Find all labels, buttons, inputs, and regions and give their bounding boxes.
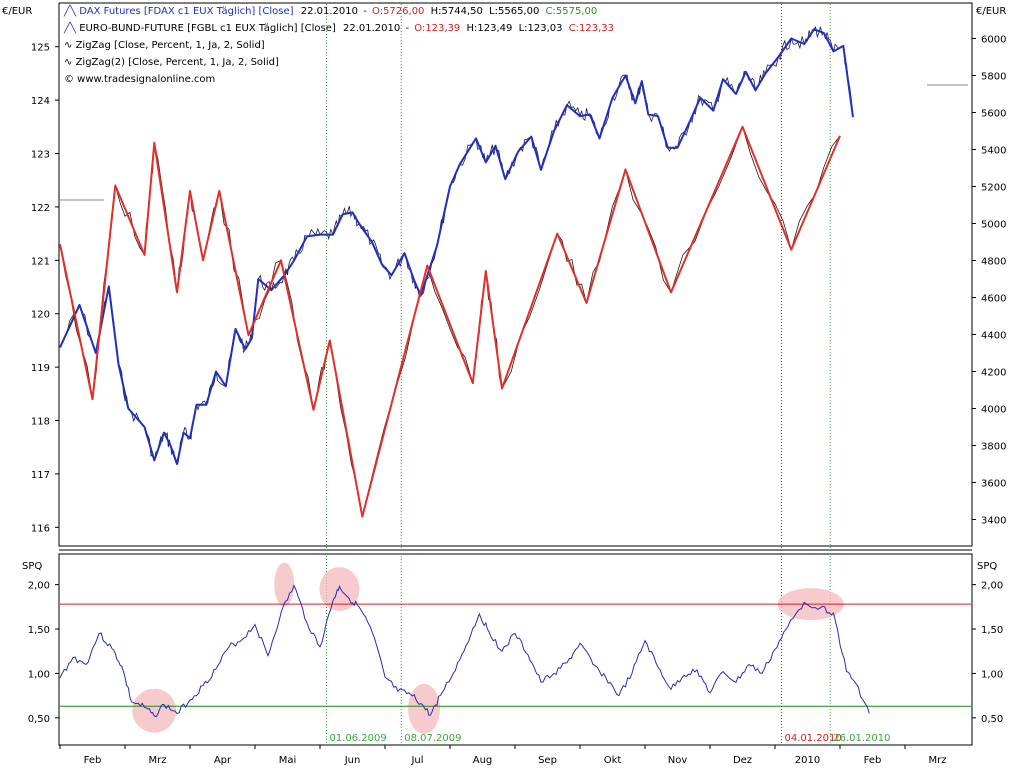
- left-axis-tick-label: 125: [31, 43, 50, 54]
- highlight-ellipse: [408, 683, 440, 734]
- series-layer: [59, 25, 870, 718]
- legend-copyright: © www.tradesignalonline.com: [64, 74, 215, 85]
- dax-zigzag-line: [59, 28, 854, 465]
- spq-right-tick-label: 1,00: [981, 669, 1003, 680]
- right-axis-tick-label: 3800: [981, 442, 1006, 453]
- legend-zigzag-2: ∿ ZigZag(2) [Close, Percent, 1, Ja, 2, S…: [64, 57, 279, 68]
- spq-right-tick-label: 2,00: [981, 581, 1003, 592]
- left-axis-tick-label: 118: [31, 417, 50, 428]
- legend-zigzag-1-name: ZigZag [Close, Percent, 1, Ja, 2, Solid]: [76, 40, 265, 51]
- left-axis-tick-label: 119: [31, 363, 50, 374]
- left-axis-tick-label: 117: [31, 470, 50, 481]
- spq-right-title: SPQ: [977, 561, 997, 572]
- left-axis-tick-label: 121: [31, 256, 50, 267]
- date-marker-label: 04.01.2010: [785, 733, 842, 744]
- right-axis-tick-label: 4000: [981, 405, 1006, 416]
- spq-left-tick-label: 2,00: [28, 581, 50, 592]
- date-marker-label: 01.06.2009: [330, 733, 387, 744]
- x-axis-month-label: 2010: [795, 755, 820, 766]
- legend-bund-icon: ╱╲: [63, 21, 77, 34]
- legend-bund-date: 22.01.2010: [343, 23, 400, 34]
- legend-zigzag-2-icon: ∿: [64, 57, 72, 68]
- right-axis-tick-label: 3400: [981, 516, 1006, 527]
- date-marker-label: 08.07.2009: [404, 733, 461, 744]
- date-marker-label: 26.01.2010: [833, 733, 890, 744]
- spq-line: [59, 584, 870, 718]
- x-axis-month-label: Sep: [538, 755, 557, 766]
- left-axis-tick-label: 123: [31, 150, 50, 161]
- legend-dax-close: C:5575,00: [546, 6, 598, 17]
- spq-left-tick-label: 0,50: [28, 714, 50, 725]
- legend-dax: ╱╲ DAX Futures [FDAX c1 EUX Täglich] [Cl…: [63, 4, 597, 17]
- x-axis-month-label: Dez: [733, 755, 752, 766]
- spq-left-tick-label: 1,00: [28, 669, 50, 680]
- legend-bund-close: C:123,33: [569, 23, 614, 34]
- right-axis-tick-label: 4400: [981, 331, 1006, 342]
- x-axis-month-label: Nov: [668, 755, 688, 766]
- right-axis-tick-label: 5600: [981, 109, 1006, 120]
- bund-zigzag-line: [59, 125, 841, 518]
- highlight-ellipse: [274, 562, 295, 607]
- legend-bund-low: L:123,03: [519, 23, 563, 34]
- legend-bund-open: O:123,39: [414, 23, 460, 34]
- left-axis-tick-label: 120: [31, 310, 50, 321]
- legend-dax-icon: ╱╲: [63, 4, 77, 17]
- x-axis-month-label: Mai: [279, 755, 297, 766]
- legend-bund-name: EURO-BUND-FUTURE [FGBL c1 EUX Täglich] […: [79, 23, 336, 34]
- legend-dax-low: L:5565,00: [489, 6, 539, 17]
- price-panel: [58, 2, 973, 547]
- x-axis-month-label: Feb: [864, 755, 882, 766]
- right-axis-tick-label: 3600: [981, 479, 1006, 490]
- legend-zigzag-1-icon: ∿: [64, 40, 72, 51]
- left-axis-title: €/EUR: [2, 6, 32, 17]
- legend-dax-sep: -: [363, 6, 367, 17]
- legend-dax-open: O:5726,00: [372, 6, 424, 17]
- legend-bund: ╱╲ EURO-BUND-FUTURE [FGBL c1 EUX Täglich…: [63, 21, 614, 34]
- right-axis-tick-label: 5200: [981, 183, 1006, 194]
- spq-right-tick-label: 0,50: [981, 714, 1003, 725]
- left-axis-tick-label: 124: [31, 96, 50, 107]
- left-axis-tick-label: 122: [31, 203, 50, 214]
- legend-zigzag-2-name: ZigZag(2) [Close, Percent, 1, Ja, 2, Sol…: [76, 57, 279, 68]
- x-axis-month-label: Mrz: [929, 755, 947, 766]
- left-axis-tick-label: 116: [31, 523, 50, 534]
- x-axis-month-label: Jul: [410, 755, 423, 766]
- x-axis-month-label: Mrz: [149, 755, 167, 766]
- x-axis-month-label: Aug: [473, 755, 493, 766]
- right-axis-tick-label: 6000: [981, 35, 1006, 46]
- axes-layer: 116 117 118 119 120 121 122 123 124 125 3400 3600 38…: [28, 35, 1007, 767]
- spq-right-tick-label: 1,50: [981, 625, 1003, 636]
- right-axis-tick-label: 4600: [981, 294, 1006, 305]
- highlight-ellipse: [132, 688, 177, 733]
- spq-left-tick-label: 1,50: [28, 625, 50, 636]
- legend-dax-name: DAX Futures [FDAX c1 EUX Täglich] [Close…: [79, 6, 293, 17]
- legend-bund-sep: -: [405, 23, 409, 34]
- legend-zigzag-1: ∿ ZigZag [Close, Percent, 1, Ja, 2, Soli…: [64, 40, 265, 51]
- legend: ╱╲ DAX Futures [FDAX c1 EUX Täglich] [Cl…: [63, 4, 614, 85]
- right-axis-tick-label: 5400: [981, 146, 1006, 157]
- x-axis-month-label: Okt: [604, 755, 622, 766]
- right-axis-tick-label: 5800: [981, 72, 1006, 83]
- right-axis-tick-label: 4200: [981, 368, 1006, 379]
- spq-left-title: SPQ: [22, 561, 42, 572]
- x-axis-month-label: Feb: [84, 755, 102, 766]
- legend-dax-high: H:5744,50: [431, 6, 483, 17]
- indicator-panel: [58, 553, 973, 746]
- legend-bund-high: H:123,49: [466, 23, 512, 34]
- right-axis-tick-label: 5000: [981, 220, 1006, 231]
- legend-dax-date: 22.01.2010: [301, 6, 358, 17]
- x-axis-month-label: Apr: [214, 755, 232, 766]
- x-axis-month-label: Jun: [344, 755, 361, 766]
- spq-bands: [60, 603, 971, 707]
- right-axis-tick-label: 4800: [981, 257, 1006, 268]
- right-axis-title: €/EUR: [976, 6, 1006, 17]
